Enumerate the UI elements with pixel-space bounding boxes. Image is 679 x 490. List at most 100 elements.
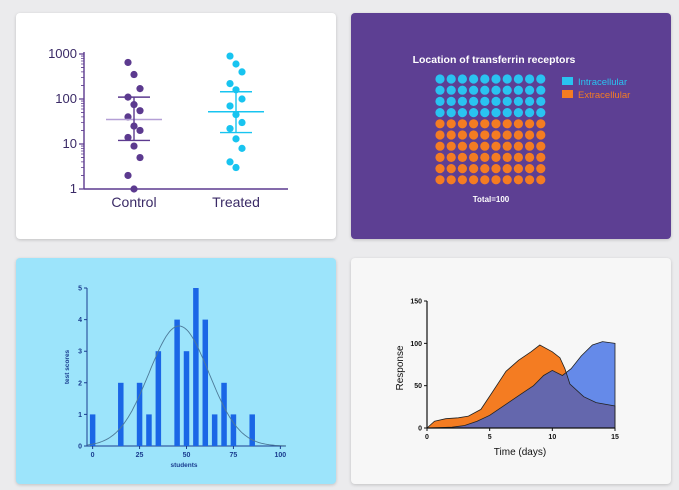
extracellular-dot [513, 141, 523, 151]
data-point-control [136, 153, 144, 162]
intracellular-dot [469, 74, 479, 84]
intracellular-dot [525, 108, 535, 118]
extracellular-dot [457, 152, 467, 162]
extracellular-dot [525, 141, 535, 151]
y-tick-label: 1000 [48, 46, 77, 61]
intracellular-dot [480, 85, 490, 95]
x-tick-label: 75 [230, 452, 238, 459]
extracellular-dot [446, 119, 456, 129]
extracellular-dot [491, 152, 501, 162]
intracellular-dot [491, 85, 501, 95]
y-tick-label: 3 [78, 349, 82, 356]
extracellular-dot [446, 164, 456, 174]
y-tick-label: 5 [78, 286, 82, 293]
histogram-bar [174, 319, 180, 446]
x-category-label: Treated [212, 194, 260, 210]
intracellular-dot [502, 108, 512, 118]
extracellular-dot [469, 130, 479, 140]
x-tick-label: 10 [548, 434, 556, 441]
extracellular-dot [502, 141, 512, 151]
intracellular-dot [469, 96, 479, 106]
y-tick-label: 2 [78, 380, 82, 387]
extracellular-dot [491, 141, 501, 151]
extracellular-dot [480, 164, 490, 174]
data-point-treated [238, 68, 246, 76]
legend-label: Extracellular [578, 90, 630, 101]
extracellular-dot [536, 164, 546, 174]
intracellular-dot [446, 108, 456, 118]
histogram-chart-card: students test scores 0 1 2 3 4 5 0 25 50 75 100 [16, 258, 336, 484]
data-point-treated [232, 60, 240, 68]
extracellular-dot [513, 119, 523, 129]
data-point-treated [226, 52, 234, 60]
extracellular-dot [435, 152, 445, 162]
extracellular-dot [469, 141, 479, 151]
extracellular-dot [513, 152, 523, 162]
histogram-bar [211, 414, 218, 446]
histogram-bar [221, 382, 227, 446]
data-point-control [124, 58, 132, 67]
histogram-bar [193, 288, 199, 446]
data-point-control [130, 70, 138, 79]
area-y-axis-title: Response [395, 345, 406, 390]
extracellular-dot [513, 130, 523, 140]
extracellular-dot [502, 164, 512, 174]
extracellular-dot [480, 119, 490, 129]
scatter-chart: 1 10 100 1000 Control Treated [48, 46, 288, 210]
scatter-chart-card: 1 10 100 1000 Control Treated [16, 13, 336, 239]
area-series-2 [427, 341, 615, 428]
extracellular-dot [525, 130, 535, 140]
intracellular-dot [435, 74, 445, 84]
extracellular-dot [457, 130, 467, 140]
y-tick-label: 50 [414, 383, 422, 390]
data-point-treated [226, 79, 234, 88]
x-tick-label: 0 [425, 434, 429, 441]
extracellular-dot [480, 141, 490, 151]
intracellular-dot [480, 74, 490, 84]
data-point-treated [232, 135, 240, 143]
histogram-bar [118, 382, 124, 446]
histogram-bar [183, 351, 190, 446]
extracellular-dot [469, 175, 479, 185]
intracellular-dot [457, 85, 467, 95]
extracellular-dot [536, 175, 546, 185]
intracellular-dot [536, 96, 546, 106]
data-point-treated [226, 102, 234, 110]
dot-matrix-chart: Location of transferrin receptors Total=… [413, 54, 631, 204]
data-point-control [136, 107, 144, 115]
histogram-bar [155, 351, 162, 446]
histogram-y-axis-title: test scores [64, 349, 71, 384]
histogram-bar [146, 414, 152, 446]
intracellular-dot [491, 108, 501, 118]
extracellular-dot [513, 175, 523, 185]
data-point-control [124, 133, 132, 142]
intracellular-dot [536, 85, 546, 95]
extracellular-dot [457, 164, 467, 174]
extracellular-dot [435, 141, 445, 151]
data-point-control [124, 113, 132, 121]
extracellular-dot [480, 152, 490, 162]
extracellular-dot [513, 164, 523, 174]
extracellular-dot [525, 164, 535, 174]
x-tick-label: 50 [183, 452, 191, 459]
x-tick-label: 25 [136, 452, 144, 459]
extracellular-dot [502, 130, 512, 140]
y-tick-label: 0 [418, 426, 422, 433]
histogram-x-axis-title: students [170, 462, 197, 469]
extracellular-dot [469, 152, 479, 162]
data-point-control [130, 185, 138, 193]
intracellular-dot [525, 85, 535, 95]
dot-matrix-title: Location of transferrin receptors [413, 54, 576, 66]
area-chart-card: Time (days) Response 0 50 100 150 0 5 10 15 [351, 258, 671, 484]
extracellular-dot [502, 175, 512, 185]
intracellular-dot [469, 85, 479, 95]
extracellular-dot [446, 175, 456, 185]
extracellular-dot [446, 130, 456, 140]
extracellular-dot [480, 130, 490, 140]
y-tick-label: 100 [410, 341, 422, 348]
intracellular-dot [536, 74, 546, 84]
extracellular-dot [491, 130, 501, 140]
extracellular-dot [446, 141, 456, 151]
intracellular-dot [457, 108, 467, 118]
extracellular-dot [525, 152, 535, 162]
